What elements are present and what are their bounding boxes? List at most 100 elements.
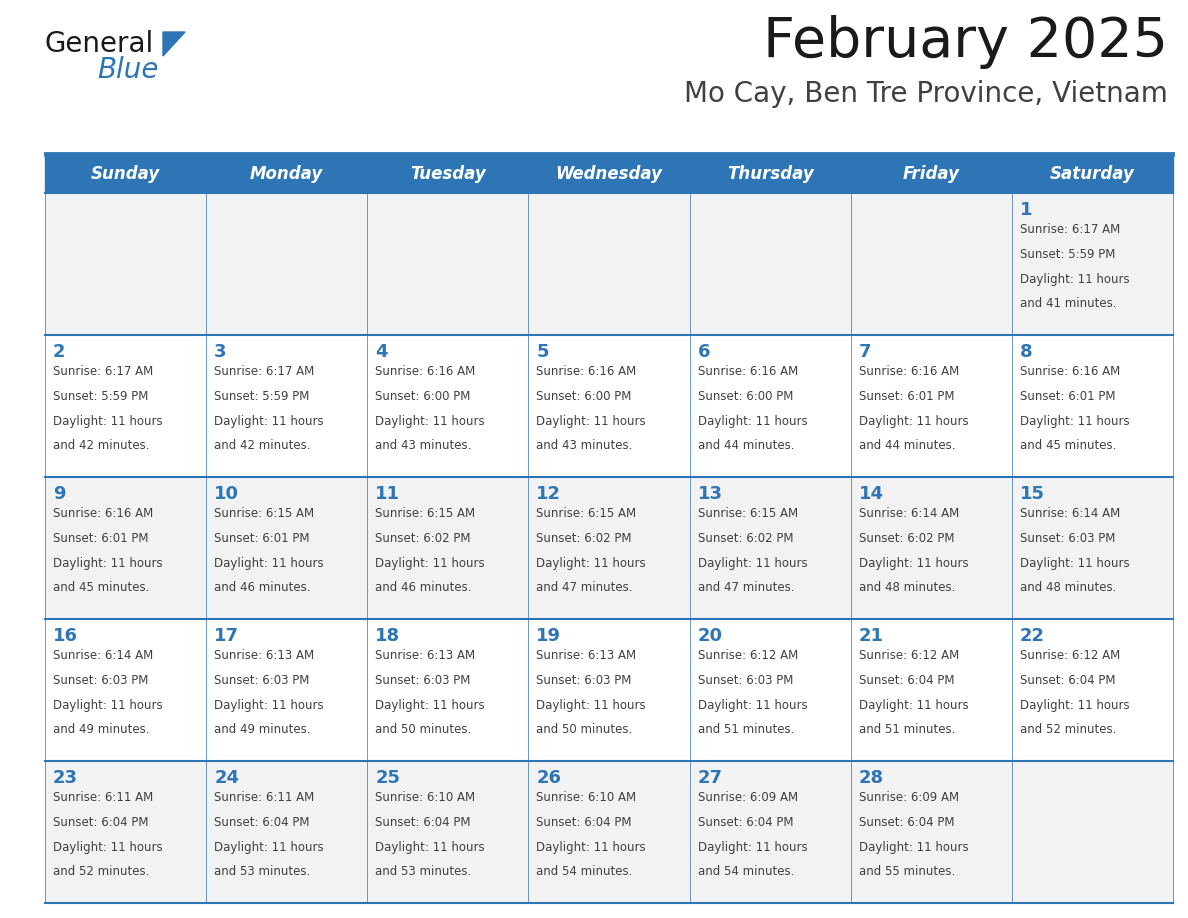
Bar (689, 761, 851, 903)
Bar (45, 477, 207, 619)
Text: and 51 minutes.: and 51 minutes. (697, 723, 794, 736)
Text: Sunrise: 6:16 AM: Sunrise: 6:16 AM (375, 365, 475, 378)
Text: Sunrise: 6:17 AM: Sunrise: 6:17 AM (1019, 223, 1120, 236)
Text: Sunset: 6:02 PM: Sunset: 6:02 PM (537, 532, 632, 544)
Text: Sunset: 6:03 PM: Sunset: 6:03 PM (214, 674, 310, 687)
Text: 27: 27 (697, 769, 722, 787)
Text: and 41 minutes.: and 41 minutes. (1019, 297, 1117, 310)
Text: Sunset: 5:59 PM: Sunset: 5:59 PM (1019, 248, 1116, 261)
Text: Mo Cay, Ben Tre Province, Vietnam: Mo Cay, Ben Tre Province, Vietnam (684, 80, 1168, 108)
Text: Sunrise: 6:14 AM: Sunrise: 6:14 AM (859, 507, 959, 520)
Bar (207, 155, 367, 193)
Text: Sunrise: 6:17 AM: Sunrise: 6:17 AM (214, 365, 315, 378)
Text: and 53 minutes.: and 53 minutes. (214, 866, 310, 879)
Text: and 55 minutes.: and 55 minutes. (859, 866, 955, 879)
Text: General: General (45, 30, 154, 58)
Text: 28: 28 (859, 769, 884, 787)
Text: and 42 minutes.: and 42 minutes. (53, 440, 150, 453)
Bar (529, 761, 689, 903)
Text: Sunday: Sunday (91, 165, 160, 183)
Bar (1012, 477, 1173, 619)
Text: Daylight: 11 hours: Daylight: 11 hours (214, 841, 324, 854)
Text: 6: 6 (697, 343, 710, 361)
Text: Daylight: 11 hours: Daylight: 11 hours (537, 556, 646, 569)
Text: Sunset: 6:04 PM: Sunset: 6:04 PM (214, 816, 310, 829)
Text: and 50 minutes.: and 50 minutes. (375, 723, 472, 736)
Text: Sunset: 6:02 PM: Sunset: 6:02 PM (375, 532, 470, 544)
Bar (45, 335, 207, 477)
Text: Daylight: 11 hours: Daylight: 11 hours (53, 415, 163, 428)
Text: Blue: Blue (97, 56, 158, 84)
Text: Sunset: 6:04 PM: Sunset: 6:04 PM (697, 816, 794, 829)
Text: Daylight: 11 hours: Daylight: 11 hours (697, 699, 807, 711)
Bar (529, 335, 689, 477)
Text: Sunset: 6:04 PM: Sunset: 6:04 PM (859, 674, 954, 687)
Bar (207, 335, 367, 477)
Text: and 54 minutes.: and 54 minutes. (697, 866, 794, 879)
Text: Daylight: 11 hours: Daylight: 11 hours (375, 415, 485, 428)
Text: Sunset: 6:04 PM: Sunset: 6:04 PM (375, 816, 470, 829)
Text: and 44 minutes.: and 44 minutes. (697, 440, 794, 453)
Bar (367, 619, 529, 761)
Bar (207, 193, 367, 335)
Text: Daylight: 11 hours: Daylight: 11 hours (537, 699, 646, 711)
Text: Sunrise: 6:15 AM: Sunrise: 6:15 AM (214, 507, 315, 520)
Bar (367, 155, 529, 193)
Text: Sunrise: 6:09 AM: Sunrise: 6:09 AM (859, 791, 959, 804)
Text: Daylight: 11 hours: Daylight: 11 hours (375, 841, 485, 854)
Bar (45, 193, 207, 335)
Text: Daylight: 11 hours: Daylight: 11 hours (375, 699, 485, 711)
Text: and 47 minutes.: and 47 minutes. (537, 581, 633, 594)
Bar (1012, 155, 1173, 193)
Text: Daylight: 11 hours: Daylight: 11 hours (697, 556, 807, 569)
Text: Sunrise: 6:17 AM: Sunrise: 6:17 AM (53, 365, 153, 378)
Text: Sunrise: 6:13 AM: Sunrise: 6:13 AM (375, 649, 475, 662)
Bar (207, 477, 367, 619)
Text: 5: 5 (537, 343, 549, 361)
Text: 2: 2 (53, 343, 65, 361)
Text: and 45 minutes.: and 45 minutes. (53, 581, 150, 594)
Text: 10: 10 (214, 485, 239, 503)
Text: Sunset: 6:04 PM: Sunset: 6:04 PM (537, 816, 632, 829)
Text: 22: 22 (1019, 627, 1045, 645)
Text: Daylight: 11 hours: Daylight: 11 hours (1019, 556, 1130, 569)
Text: Daylight: 11 hours: Daylight: 11 hours (537, 415, 646, 428)
Text: 15: 15 (1019, 485, 1045, 503)
Bar (45, 155, 207, 193)
Text: Sunrise: 6:15 AM: Sunrise: 6:15 AM (697, 507, 797, 520)
Text: and 48 minutes.: and 48 minutes. (859, 581, 955, 594)
Bar (851, 477, 1012, 619)
Bar (529, 619, 689, 761)
Text: Sunset: 6:04 PM: Sunset: 6:04 PM (1019, 674, 1116, 687)
Bar (851, 619, 1012, 761)
Text: Sunset: 6:03 PM: Sunset: 6:03 PM (53, 674, 148, 687)
Text: and 42 minutes.: and 42 minutes. (214, 440, 310, 453)
Text: Sunset: 6:03 PM: Sunset: 6:03 PM (697, 674, 792, 687)
Text: Daylight: 11 hours: Daylight: 11 hours (214, 415, 324, 428)
Text: 23: 23 (53, 769, 78, 787)
Text: Tuesday: Tuesday (410, 165, 486, 183)
Text: Daylight: 11 hours: Daylight: 11 hours (859, 699, 968, 711)
Text: Sunset: 6:03 PM: Sunset: 6:03 PM (537, 674, 632, 687)
Text: Daylight: 11 hours: Daylight: 11 hours (375, 556, 485, 569)
Text: Sunrise: 6:16 AM: Sunrise: 6:16 AM (1019, 365, 1120, 378)
Text: Sunrise: 6:10 AM: Sunrise: 6:10 AM (375, 791, 475, 804)
Text: Sunrise: 6:13 AM: Sunrise: 6:13 AM (214, 649, 315, 662)
Text: and 52 minutes.: and 52 minutes. (53, 866, 150, 879)
Text: Sunrise: 6:14 AM: Sunrise: 6:14 AM (1019, 507, 1120, 520)
Bar (1012, 335, 1173, 477)
Text: 26: 26 (537, 769, 562, 787)
Bar (367, 477, 529, 619)
Text: 14: 14 (859, 485, 884, 503)
Text: and 45 minutes.: and 45 minutes. (1019, 440, 1117, 453)
Text: Daylight: 11 hours: Daylight: 11 hours (1019, 699, 1130, 711)
Text: 1: 1 (1019, 201, 1032, 219)
Text: Monday: Monday (251, 165, 323, 183)
Text: Sunrise: 6:11 AM: Sunrise: 6:11 AM (53, 791, 153, 804)
Text: Wednesday: Wednesday (556, 165, 663, 183)
Bar (851, 335, 1012, 477)
Bar (851, 193, 1012, 335)
Bar (689, 619, 851, 761)
Text: and 44 minutes.: and 44 minutes. (859, 440, 955, 453)
Text: 20: 20 (697, 627, 722, 645)
